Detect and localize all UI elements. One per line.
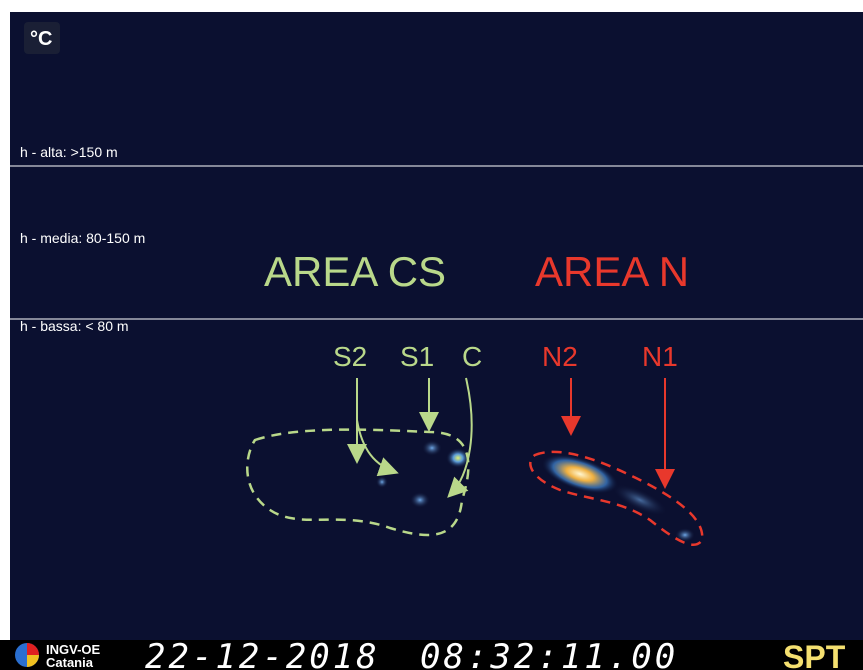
vent-label: C (462, 341, 482, 372)
hotspots (376, 440, 695, 542)
area-outline (246, 428, 470, 537)
footer-bar (0, 640, 863, 670)
time: 08:32:11.00 (420, 637, 678, 670)
arrows (347, 377, 675, 498)
scale-badge (24, 22, 60, 54)
date: 22-12-2018 (145, 637, 380, 670)
band-label: h - bassa: < 80 m (20, 318, 129, 334)
band-label: h - media: 80-150 m (20, 230, 145, 246)
city: Catania (46, 655, 94, 670)
vent-label: S2 (333, 341, 367, 372)
band-label: h - alta: >150 m (20, 144, 118, 160)
area-label: AREA N (535, 248, 689, 295)
station: SPT (783, 639, 846, 670)
area-outline (529, 450, 704, 546)
area-label: AREA CS (264, 248, 446, 295)
thermal-image (10, 12, 863, 640)
scale-label: °C (30, 28, 52, 50)
vent-label: N1 (642, 341, 678, 372)
vent-label: S1 (400, 341, 434, 372)
institute: INGV-OE (46, 642, 101, 657)
vent-label: N2 (542, 341, 578, 372)
